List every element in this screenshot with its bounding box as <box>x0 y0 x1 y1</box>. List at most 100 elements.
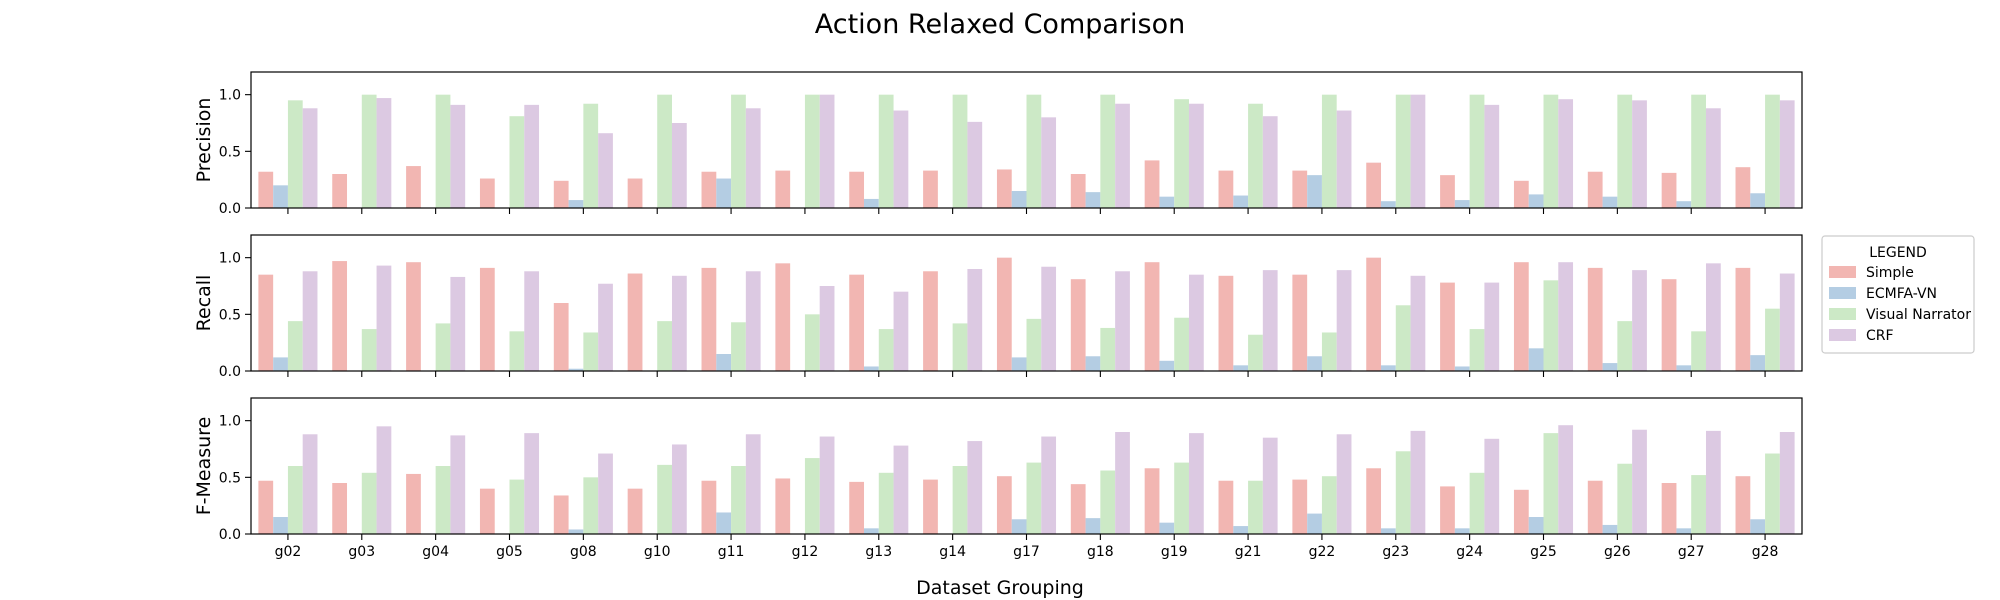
bar <box>258 171 274 208</box>
bar <box>1174 462 1189 534</box>
bar <box>1617 94 1633 208</box>
bar <box>332 261 348 371</box>
bar <box>775 263 791 371</box>
bar <box>568 200 584 208</box>
bar <box>1070 484 1086 534</box>
bar <box>1691 94 1706 208</box>
bar <box>1321 332 1337 371</box>
bar <box>524 104 540 208</box>
bar <box>1248 334 1263 371</box>
y-tick-label: 1.0 <box>219 88 241 104</box>
bar <box>1218 275 1234 371</box>
bar <box>1779 100 1795 208</box>
bar <box>1026 462 1042 534</box>
bar <box>1765 453 1780 534</box>
legend-swatch <box>1829 308 1856 320</box>
bar <box>1750 355 1766 371</box>
bar <box>731 466 746 534</box>
bar <box>1454 366 1470 371</box>
bar <box>302 108 318 208</box>
bar <box>1011 191 1027 208</box>
bar <box>671 123 687 208</box>
bar <box>273 185 288 208</box>
bar <box>864 366 879 371</box>
bar <box>479 267 495 371</box>
bar <box>361 472 377 534</box>
bar <box>804 314 820 371</box>
bar <box>952 466 968 534</box>
bar <box>524 433 540 534</box>
x-tick-label: g28 <box>1752 544 1779 560</box>
bar <box>1336 110 1352 208</box>
bar <box>1188 274 1204 371</box>
bar <box>1676 201 1692 208</box>
bar <box>376 265 392 371</box>
bar <box>1735 267 1751 371</box>
bar <box>923 479 938 534</box>
bar <box>598 283 613 371</box>
bar <box>1100 470 1116 534</box>
bar <box>1454 200 1470 208</box>
bar <box>1070 279 1086 371</box>
x-tick-label: g04 <box>422 544 449 560</box>
bar <box>553 303 569 371</box>
bar <box>1115 432 1130 534</box>
bar <box>1410 94 1426 208</box>
bar <box>1307 175 1322 208</box>
x-tick-label: g22 <box>1309 544 1336 560</box>
bar <box>716 178 732 208</box>
bar <box>1587 267 1603 371</box>
bar <box>1026 94 1042 208</box>
bar <box>273 357 288 371</box>
x-tick-label: g26 <box>1604 544 1631 560</box>
bar <box>1100 94 1116 208</box>
bar <box>1011 519 1027 534</box>
bar <box>1159 522 1175 534</box>
x-tick-label: g17 <box>1013 544 1040 560</box>
bar <box>1144 160 1160 208</box>
bar <box>1292 170 1308 208</box>
bar <box>657 94 672 208</box>
bar <box>627 273 643 371</box>
bar <box>1381 201 1396 208</box>
bar <box>1321 476 1337 534</box>
bar <box>479 488 495 534</box>
bar <box>1395 451 1411 534</box>
bar <box>864 198 879 208</box>
bar <box>1381 365 1396 371</box>
bar <box>1218 170 1234 208</box>
bar <box>849 274 865 371</box>
x-tick-label: g24 <box>1456 544 1483 560</box>
bar <box>952 94 968 208</box>
bar <box>1632 270 1647 371</box>
bar <box>1336 434 1352 534</box>
bar <box>1765 94 1780 208</box>
bar <box>1440 282 1455 371</box>
bar <box>775 170 791 208</box>
bar <box>745 271 761 371</box>
bar <box>1100 327 1116 371</box>
x-axis-label: Dataset Grouping <box>916 577 1084 599</box>
bar <box>1484 104 1500 208</box>
bar <box>923 170 938 208</box>
bar <box>332 174 348 208</box>
legend-label: CRF <box>1866 328 1894 344</box>
bar <box>1070 174 1086 208</box>
y-tick-label: 0.5 <box>219 470 241 486</box>
bar <box>1174 317 1189 371</box>
bar <box>273 517 288 534</box>
bar <box>1041 266 1057 371</box>
bar <box>1410 275 1426 371</box>
bar <box>1011 357 1027 371</box>
bar <box>849 481 865 534</box>
legend: LEGEND Simple ECMFA-VN Visual Narrator CRF <box>1821 235 1975 354</box>
x-tick-label: g27 <box>1678 544 1705 560</box>
bar <box>1528 517 1544 534</box>
bar <box>361 329 377 371</box>
bar <box>361 94 377 208</box>
bar <box>731 94 746 208</box>
bar <box>583 332 599 371</box>
bar <box>731 322 746 371</box>
x-tick-label: g05 <box>496 544 523 560</box>
bar <box>1558 262 1574 371</box>
